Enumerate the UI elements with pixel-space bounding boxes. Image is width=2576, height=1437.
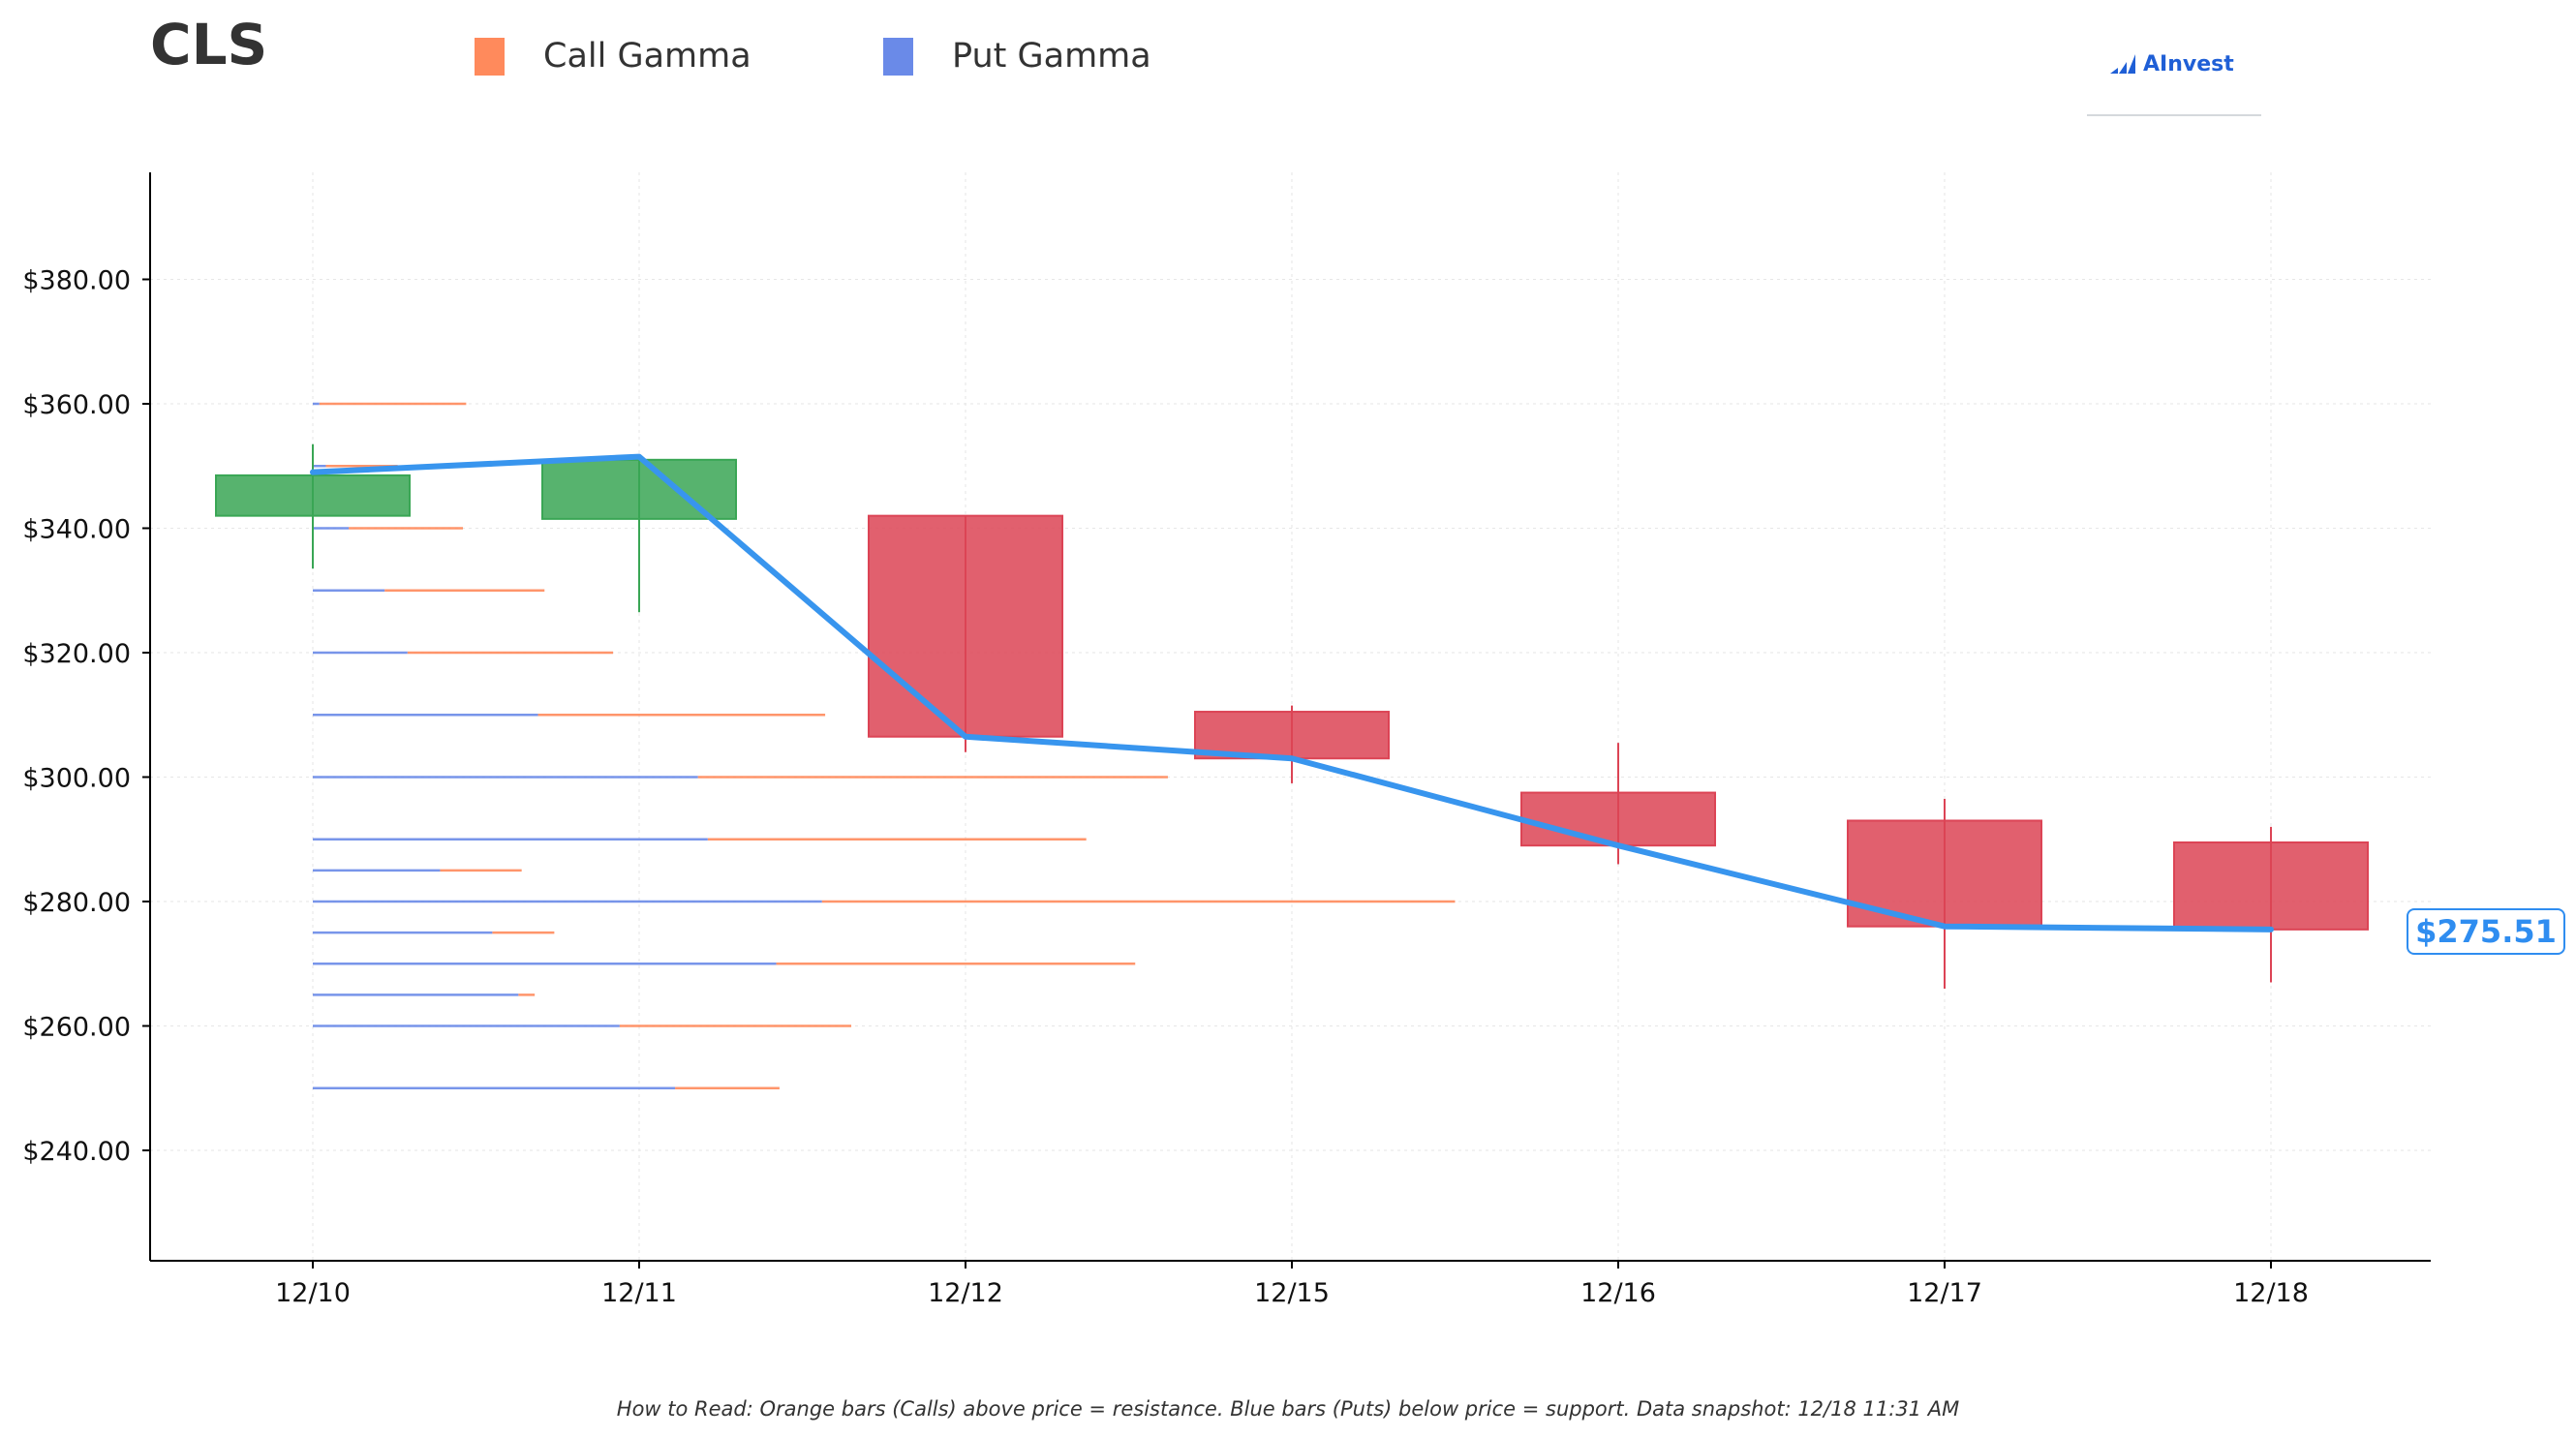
x-tick-label: 12/12: [928, 1278, 1003, 1308]
axes: [149, 172, 2431, 1262]
legend-call-label: Call Gamma: [543, 37, 751, 76]
put-gamma-swatch: [883, 37, 913, 76]
x-tick-label: 12/17: [1907, 1278, 1982, 1308]
legend-call-gamma: Call Gamma: [475, 37, 751, 76]
close-price-line: [310, 453, 2274, 933]
ticker-title: CLS: [150, 12, 268, 77]
candle-body: [541, 458, 737, 520]
y-tick-label: $300.00: [22, 764, 131, 794]
y-tick-label: $240.00: [22, 1137, 131, 1167]
last-price-tag: $275.51: [2407, 908, 2565, 955]
x-tick-label: 12/15: [1254, 1278, 1330, 1308]
x-tick-label: 12/18: [2233, 1278, 2309, 1308]
candle-body: [1520, 791, 1716, 847]
x-tick-label: 12/11: [601, 1278, 677, 1308]
x-tick-label: 12/16: [1580, 1278, 1656, 1308]
y-tick-label: $340.00: [22, 515, 131, 545]
logo-text: AInvest: [2143, 52, 2234, 76]
logo-mark-icon: [2110, 54, 2135, 74]
close-line-layer: [310, 453, 2274, 933]
gamma-bars: [313, 402, 1456, 1089]
tick-labels: $240.00 $260.00 $280.00 $300.00 $320.00 $340.…: [22, 266, 2309, 1309]
candles: [215, 443, 2369, 989]
ainvest-logo: AInvest: [2087, 39, 2261, 116]
candle-body: [2173, 841, 2369, 931]
y-tick-label: $360.00: [22, 390, 131, 420]
x-tick-label: 12/10: [275, 1278, 351, 1308]
legend-put-label: Put Gamma: [952, 37, 1151, 76]
candle-body: [868, 514, 1063, 738]
y-tick-label: $260.00: [22, 1013, 131, 1043]
candle-body: [1194, 711, 1390, 760]
y-tick-label: $280.00: [22, 888, 131, 918]
y-tick-label: $380.00: [22, 266, 131, 296]
call-gamma-swatch: [475, 37, 505, 76]
y-tick-label: $320.00: [22, 639, 131, 669]
candle-body: [215, 474, 411, 517]
legend-put-gamma: Put Gamma: [883, 37, 1151, 76]
footnote: How to Read: Orange bars (Calls) above p…: [616, 1397, 1960, 1421]
